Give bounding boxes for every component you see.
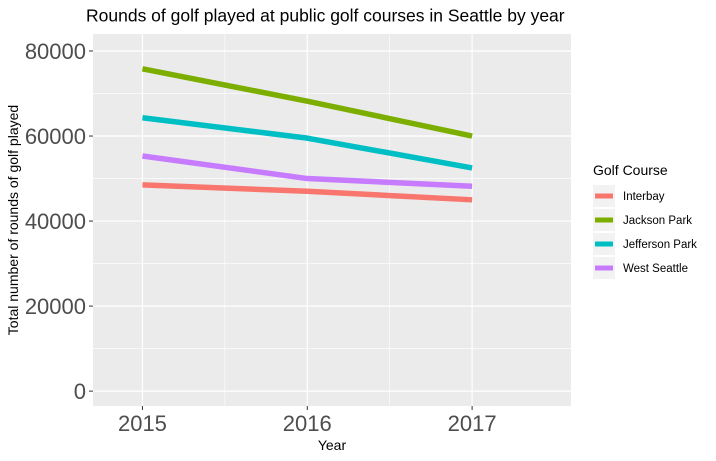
- major-gridlines: [93, 34, 571, 406]
- y-tick-label: 80000: [25, 39, 86, 64]
- series-lines: [141, 66, 473, 203]
- legend-item-jefferson-park: Jefferson Park: [593, 233, 697, 255]
- y-tick-label: 60000: [25, 124, 86, 149]
- legend-label: Jackson Park: [623, 215, 692, 227]
- legend-item-interbay: Interbay: [593, 185, 665, 207]
- y-tick-label: 20000: [25, 294, 86, 319]
- x-axis-title: Year: [318, 437, 347, 453]
- series-line-west-seattle: [142, 153, 473, 189]
- y-tick-label: 0: [74, 379, 86, 404]
- series-line-jackson-park: [141, 66, 473, 139]
- chart-title: Rounds of golf played at public golf cou…: [86, 6, 565, 26]
- legend-item-jackson-park: Jackson Park: [593, 209, 692, 231]
- legend-title: Golf Course: [593, 162, 668, 178]
- legend-label: Interbay: [623, 191, 665, 203]
- x-axis-ticks: 2015 2016 2017: [118, 406, 497, 436]
- legend-label: West Seattle: [623, 263, 688, 275]
- plot-panel: [93, 34, 571, 406]
- legend-label: Jefferson Park: [623, 239, 697, 251]
- series-line-jefferson-park: [142, 115, 473, 171]
- legend-items: Interbay Jackson Park Jefferson Park West S…: [593, 185, 697, 279]
- x-tick-label: 2016: [283, 411, 332, 436]
- x-tick-label: 2015: [118, 411, 167, 436]
- y-tick-label: 40000: [25, 209, 86, 234]
- y-axis-title: Total number of rounds of golf played: [5, 105, 21, 335]
- legend-item-west-seattle: West Seattle: [593, 257, 688, 279]
- series-line-interbay: [142, 182, 473, 203]
- y-axis-ticks: 0 20000 40000 60000 80000: [25, 39, 93, 404]
- x-tick-label: 2017: [448, 411, 497, 436]
- legend: Golf Course Interbay Jackson Park Jefferso…: [593, 162, 697, 279]
